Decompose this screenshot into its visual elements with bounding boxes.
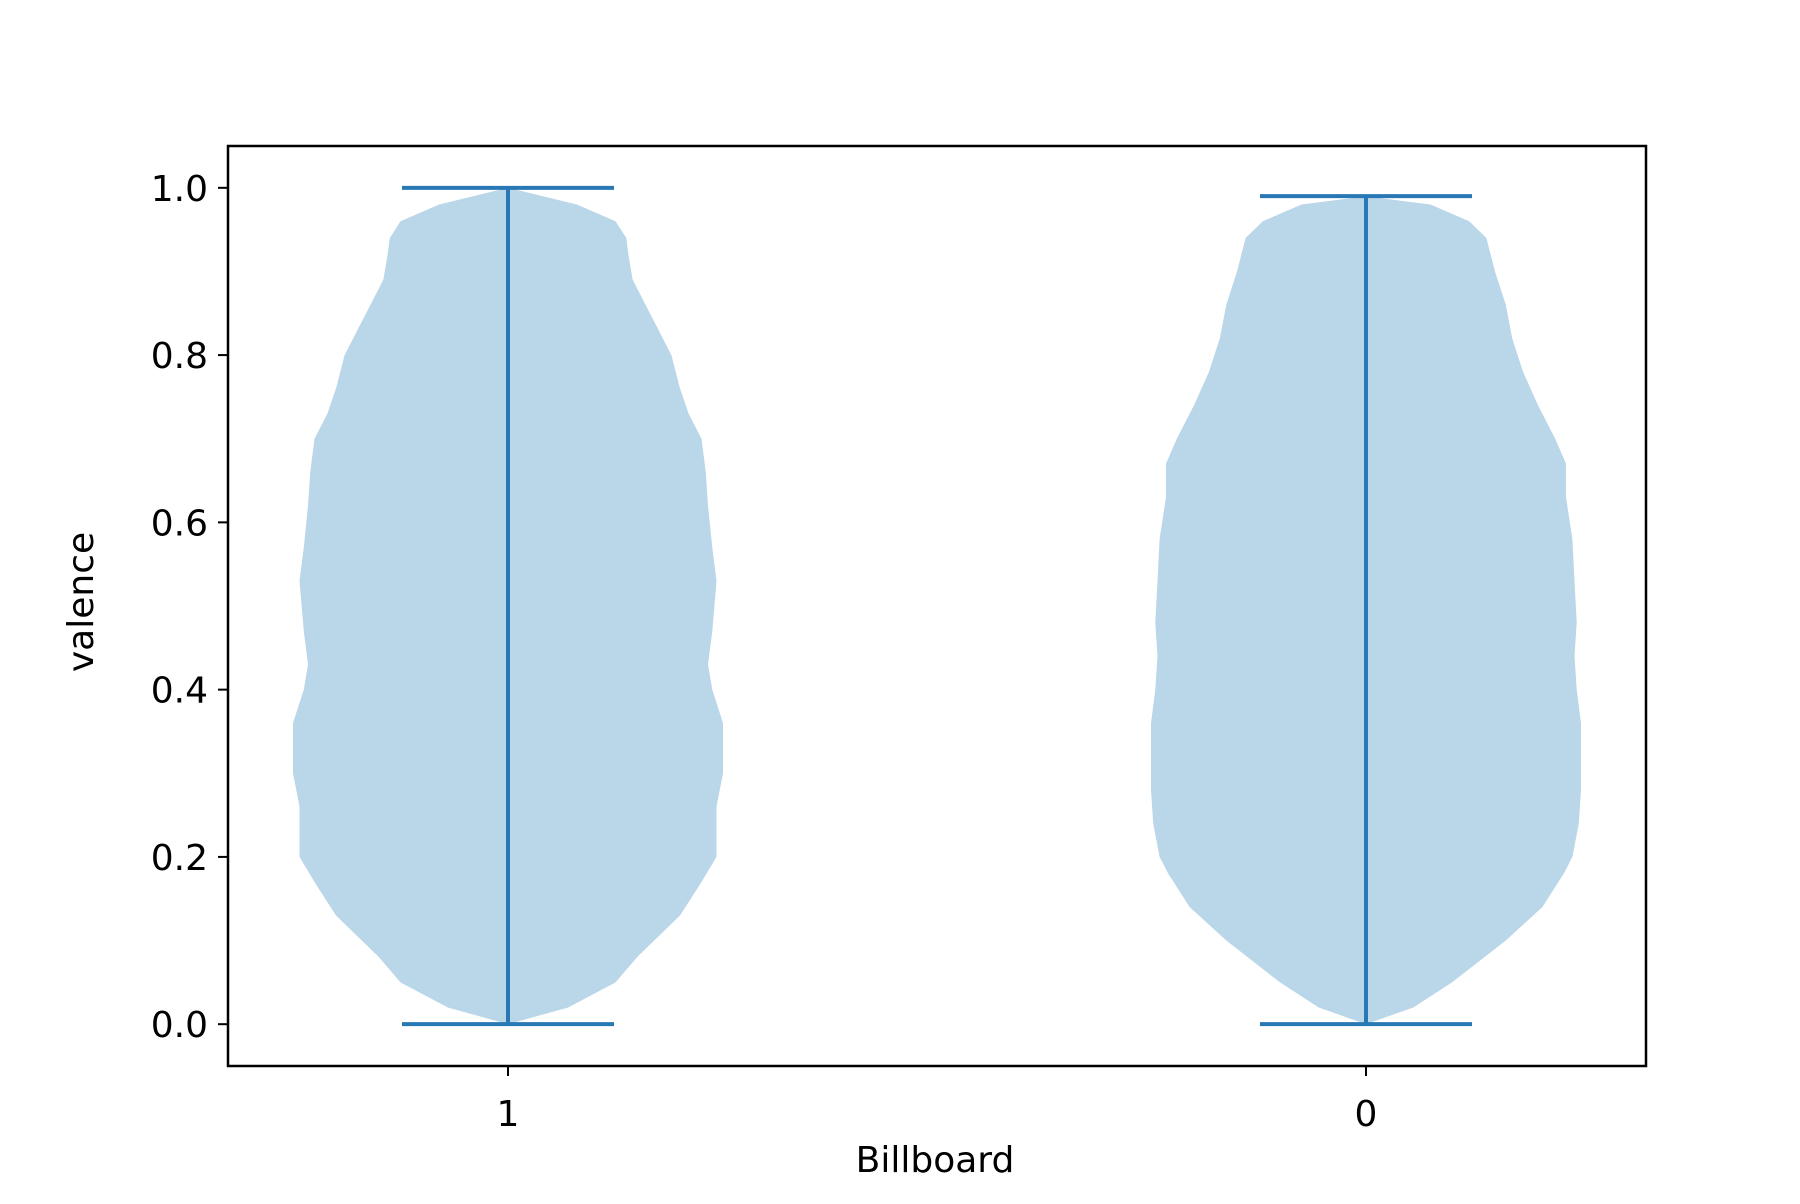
violin-layer	[293, 185, 1581, 1027]
y-tick-label: 0.2	[151, 838, 208, 879]
axes-layer: 0.0 0.2 0.4 0.6 0.8 1.0 1 0	[151, 144, 1648, 1135]
y-tick-label: 0.8	[151, 336, 208, 377]
x-tick-label: 1	[497, 1094, 520, 1135]
y-tick-label: 1.0	[151, 169, 208, 210]
y-tick-label: 0.4	[151, 671, 208, 712]
x-axis-label: Billboard	[856, 1140, 1015, 1181]
x-tick-label: 0	[1355, 1094, 1378, 1135]
axes-frame	[226, 144, 1648, 1068]
y-tick-label: 0.6	[151, 503, 208, 544]
y-axis-label: valence	[61, 532, 102, 672]
y-tick-label: 0.0	[151, 1005, 208, 1046]
